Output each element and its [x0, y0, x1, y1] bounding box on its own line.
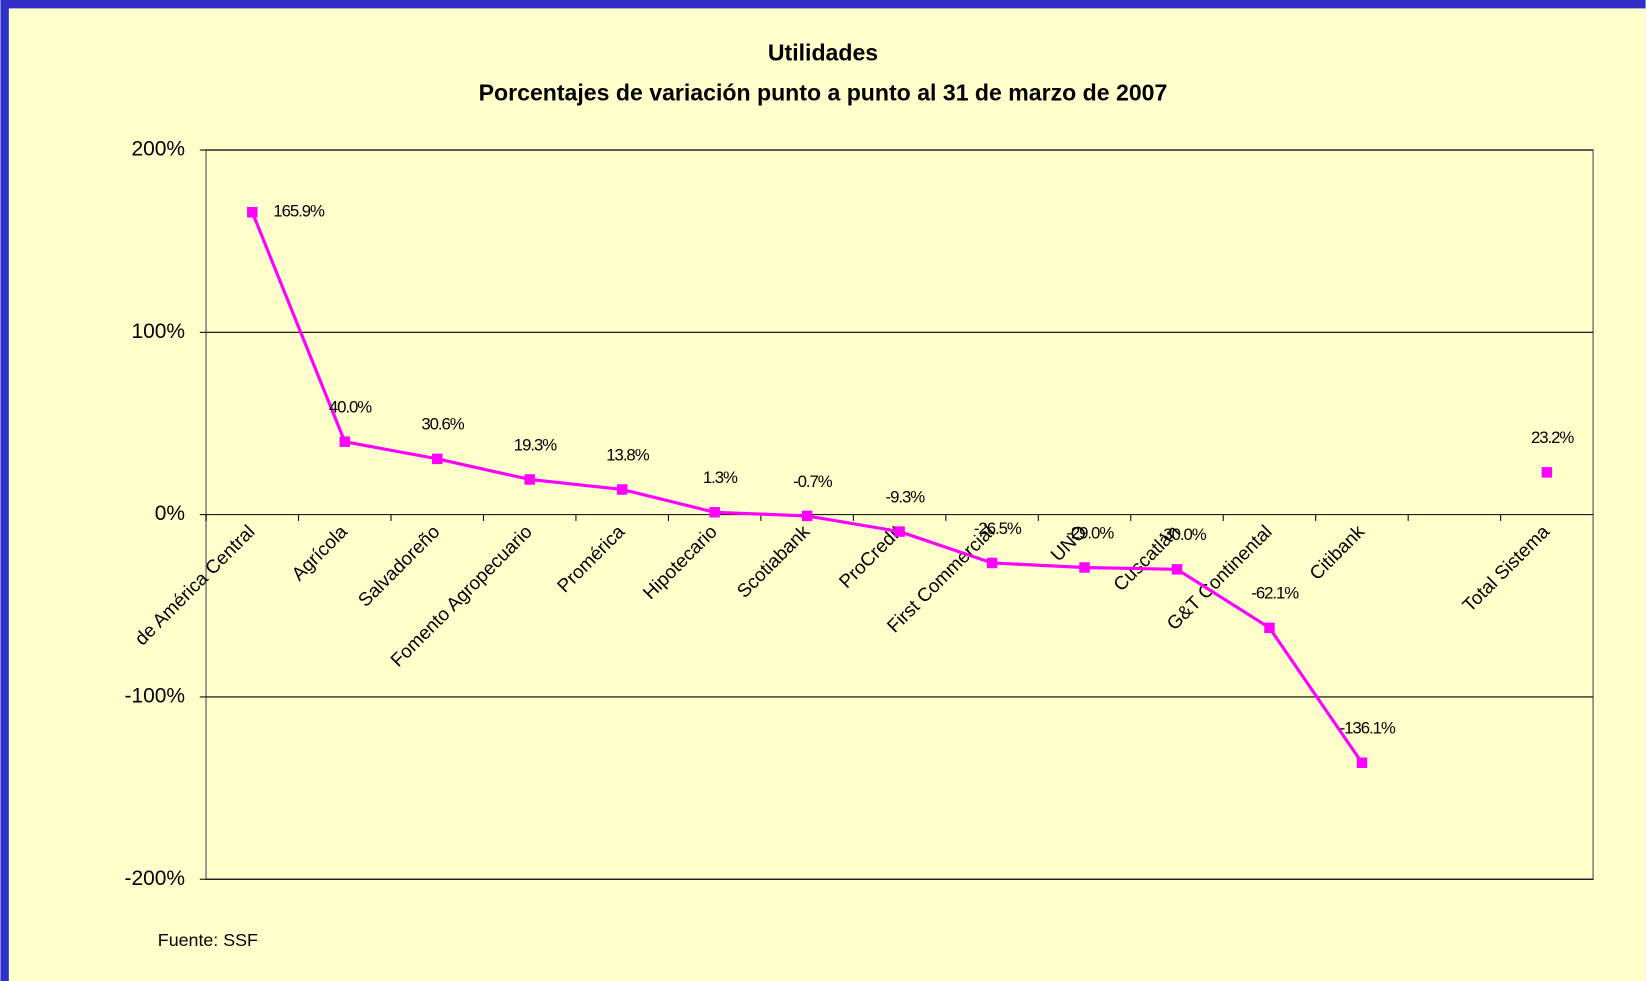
point-marker — [524, 474, 535, 485]
source-note: Fuente: SSF — [158, 930, 258, 950]
point-marker — [1264, 622, 1275, 634]
y-tick-label: -200% — [124, 867, 185, 890]
data-label: -9.3% — [886, 487, 926, 506]
data-label: 30.6% — [421, 415, 464, 434]
point-marker — [709, 507, 720, 518]
data-label: 13.8% — [606, 445, 649, 464]
point-marker — [894, 526, 905, 537]
data-label: -0.7% — [793, 472, 833, 491]
y-tick-label: -100% — [124, 684, 185, 707]
data-label: -30.0% — [1159, 525, 1207, 544]
data-label: -136.1% — [1340, 719, 1396, 738]
data-label: 40.0% — [329, 398, 372, 417]
chart-title: Utilidades — [768, 40, 878, 66]
data-label: -26.5% — [974, 519, 1022, 538]
point-marker — [1079, 562, 1090, 573]
point-marker — [616, 484, 628, 495]
data-label: 19.3% — [514, 435, 557, 454]
data-label: -29.0% — [1066, 523, 1114, 542]
y-tick-label: 0% — [155, 502, 185, 525]
background — [8, 8, 1646, 981]
data-label: -62.1% — [1251, 584, 1299, 603]
data-label: 165.9% — [273, 202, 325, 221]
y-tick-label: 200% — [131, 138, 185, 161]
point-marker — [431, 453, 443, 465]
point-marker — [339, 436, 351, 447]
point-marker — [1541, 467, 1553, 478]
point-marker — [801, 510, 813, 522]
y-tick-label: 100% — [131, 320, 185, 343]
point-marker — [986, 557, 998, 569]
data-label: 1.3% — [703, 468, 738, 487]
point-marker — [247, 206, 258, 218]
chart-subtitle: Porcentajes de variación punto a punto a… — [479, 80, 1168, 106]
point-marker — [1356, 757, 1368, 768]
data-label: 23.2% — [1531, 428, 1574, 447]
point-marker — [1171, 564, 1183, 575]
